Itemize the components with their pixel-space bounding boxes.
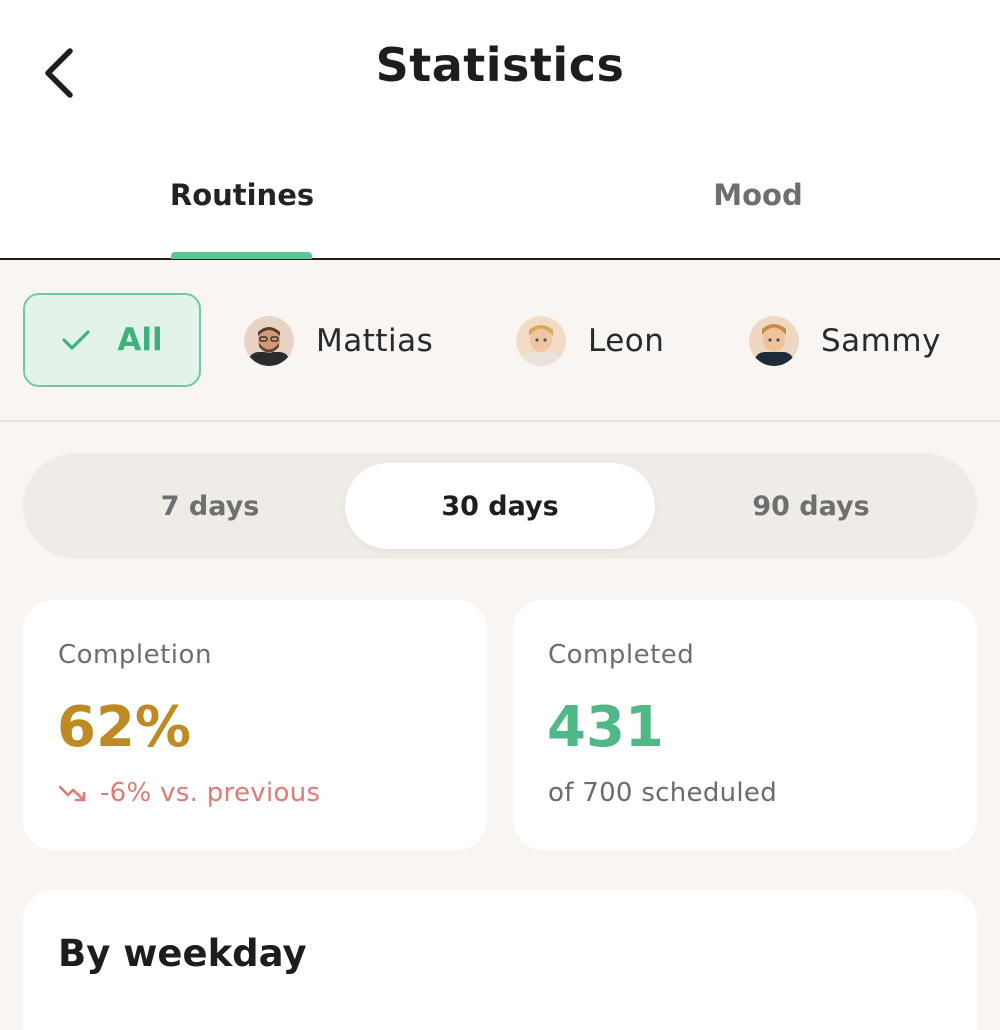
filter-person-leon[interactable]: Leon (516, 314, 664, 368)
weekday-card: By weekday (23, 890, 977, 1030)
range-segmented-control: 7 days 30 days 90 days (23, 453, 977, 559)
filter-person-name: Sammy (821, 323, 941, 359)
avatar-leon (516, 316, 566, 366)
filter-chip-all-label: All (117, 322, 163, 358)
completed-value: 431 (547, 695, 664, 760)
filter-person-sammy[interactable]: Sammy (749, 314, 941, 368)
completion-card: Completion 62% -6% vs. previous (23, 600, 487, 850)
page-title: Statistics (375, 38, 625, 92)
trending-down-icon (58, 785, 86, 802)
completion-value: 62% (57, 695, 192, 760)
completion-label: Completion (58, 640, 212, 670)
completed-label: Completed (548, 640, 695, 670)
tab-routines-label: Routines (169, 178, 315, 212)
chevron-left-icon (45, 48, 73, 98)
tab-mood-label: Mood (713, 178, 803, 212)
filter-chip-all[interactable]: All (23, 293, 201, 387)
back-button[interactable] (30, 38, 86, 108)
range-option-30-days[interactable]: 30 days (345, 463, 655, 549)
app-header: Statistics Routines Mood (0, 0, 1000, 260)
completed-card: Completed 431 of 700 scheduled (513, 600, 977, 850)
avatar-mattias (244, 316, 294, 366)
active-tab-indicator (171, 252, 312, 259)
completion-trend: -6% vs. previous (58, 778, 320, 808)
tab-mood[interactable]: Mood (558, 178, 958, 258)
range-option-7-days[interactable]: 7 days (55, 453, 365, 559)
completed-sub: of 700 scheduled (548, 778, 778, 808)
weekday-section-title: By weekday (58, 932, 307, 975)
range-option-label: 7 days (160, 490, 260, 522)
filter-person-name: Mattias (316, 323, 434, 359)
person-filter-bar: All Mattias (0, 262, 1000, 422)
range-option-90-days[interactable]: 90 days (656, 453, 966, 559)
completion-trend-text: -6% vs. previous (100, 778, 321, 808)
filter-person-mattias[interactable]: Mattias (244, 314, 433, 368)
check-icon (62, 330, 90, 350)
tab-routines[interactable]: Routines (42, 178, 442, 258)
filter-person-name: Leon (588, 323, 665, 359)
range-option-label: 90 days (752, 490, 870, 522)
avatar-sammy (749, 316, 799, 366)
range-option-label: 30 days (441, 490, 559, 522)
